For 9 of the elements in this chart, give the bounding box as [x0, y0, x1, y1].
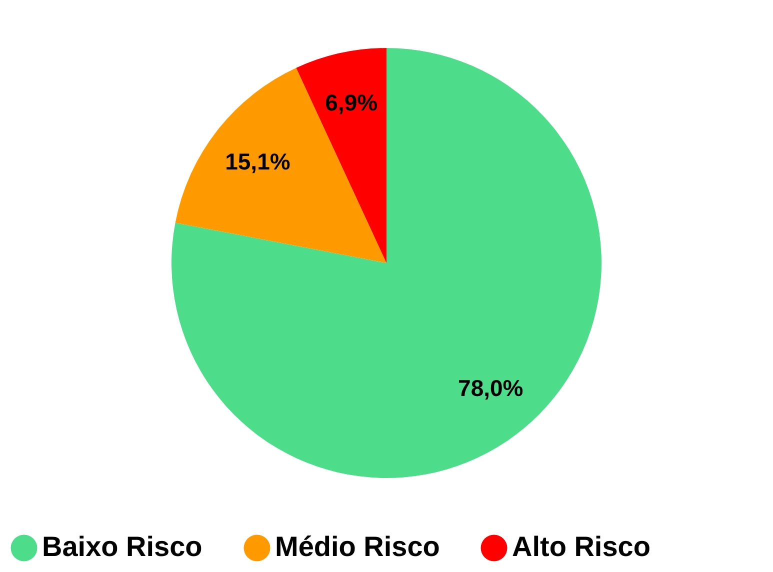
- data-label: 15,1%: [225, 148, 290, 174]
- legend-label: Alto Risco: [512, 531, 650, 562]
- pie-slice: [296, 48, 386, 263]
- legend-label: Baixo Risco: [42, 531, 202, 562]
- data-label: 78,0%: [458, 374, 524, 401]
- data-label: 6,9%: [325, 89, 378, 116]
- pie-slice: [172, 48, 602, 478]
- pie-slice: [175, 68, 386, 263]
- legend-label: Médio Risco: [275, 531, 440, 562]
